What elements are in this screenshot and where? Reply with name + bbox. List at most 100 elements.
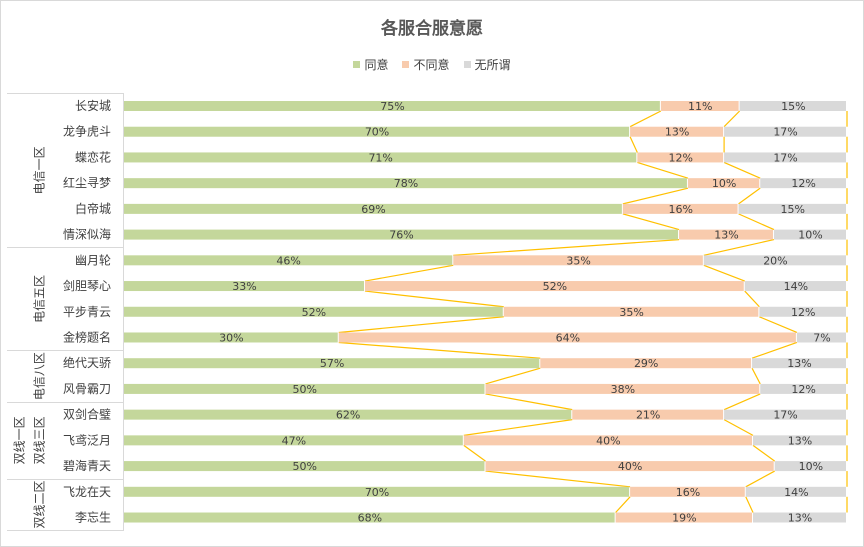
data-label: 69% <box>361 203 385 216</box>
data-label: 17% <box>773 126 797 139</box>
series-line <box>745 496 754 513</box>
bar-segment[interactable] <box>687 178 760 189</box>
bar-segment[interactable] <box>724 126 846 137</box>
bar-segment[interactable] <box>759 306 846 317</box>
bar-segment[interactable] <box>365 281 744 292</box>
bar-segment[interactable] <box>124 306 503 317</box>
bar-segment[interactable] <box>753 435 846 446</box>
bar-segment[interactable] <box>630 126 724 137</box>
bar-segment[interactable] <box>637 152 724 163</box>
bar-segment[interactable] <box>679 229 773 240</box>
series-line <box>723 161 761 179</box>
bar-segment[interactable] <box>724 409 846 420</box>
bar-segment[interactable] <box>124 178 687 189</box>
bar-segment[interactable] <box>796 332 846 343</box>
data-label: 47% <box>282 434 306 447</box>
bar-segment[interactable] <box>760 178 846 189</box>
bar-segment[interactable] <box>124 409 572 420</box>
legend: 同意 不同意 无所谓 <box>0 56 864 73</box>
legend-label-agree: 同意 <box>364 58 389 72</box>
category-label: 绝代天骄 <box>63 355 111 370</box>
bar-segment[interactable] <box>124 281 364 292</box>
data-label: 40% <box>618 460 642 473</box>
bar-segment[interactable] <box>540 358 752 369</box>
group-label: 电信五区 <box>33 275 47 323</box>
series-line <box>703 239 775 256</box>
bar-segment[interactable] <box>703 255 846 266</box>
bar-segment[interactable] <box>503 306 759 317</box>
category-label: 飞龙在天 <box>63 485 111 499</box>
bar-segment[interactable] <box>773 229 846 240</box>
data-label: 10% <box>799 460 823 473</box>
bar-segment[interactable] <box>630 486 745 497</box>
bar-segment[interactable] <box>724 152 846 163</box>
group-label: 双线一区 <box>13 416 27 464</box>
category-label: 蝶恋花 <box>75 149 111 164</box>
category-label: 龙争虎斗 <box>63 125 111 139</box>
legend-item-indifferent[interactable]: 无所谓 <box>463 56 511 73</box>
category-label: 平步青云 <box>63 305 111 319</box>
data-label: 10% <box>798 229 822 242</box>
series-line <box>744 290 760 308</box>
data-label: 16% <box>668 203 692 216</box>
bar-segment[interactable] <box>485 383 760 394</box>
bar-segment[interactable] <box>485 461 774 472</box>
data-label: 7% <box>813 331 830 344</box>
data-label: 14% <box>784 486 808 499</box>
bar-segment[interactable] <box>338 332 796 343</box>
category-label: 碧海青天 <box>63 458 111 473</box>
bar-segment[interactable] <box>463 435 753 446</box>
bar-segment[interactable] <box>615 512 753 523</box>
data-label: 19% <box>672 512 696 525</box>
bar-segment[interactable] <box>124 486 630 497</box>
bar-segment[interactable] <box>744 281 846 292</box>
data-label: 20% <box>763 254 787 267</box>
bar-segment[interactable] <box>753 512 846 523</box>
group-label: 电信八区 <box>33 352 47 400</box>
data-label: 46% <box>276 254 300 267</box>
bar-segment[interactable] <box>774 461 846 472</box>
bar-segment[interactable] <box>124 358 540 369</box>
data-label: 14% <box>784 280 808 293</box>
category-label: 风骨霸刀 <box>63 382 111 396</box>
bar-segment[interactable] <box>124 229 679 240</box>
data-label: 35% <box>566 254 590 267</box>
bar-segment[interactable] <box>453 255 703 266</box>
bar-segment[interactable] <box>124 461 485 472</box>
legend-item-disagree[interactable]: 不同意 <box>402 56 450 73</box>
bar-segment[interactable] <box>752 358 846 369</box>
bar-segment[interactable] <box>745 486 846 497</box>
bar-segment[interactable] <box>124 383 485 394</box>
bar-segment[interactable] <box>622 203 738 214</box>
data-label: 57% <box>320 357 344 370</box>
data-label: 29% <box>634 357 658 370</box>
data-label: 33% <box>232 280 256 293</box>
series-line <box>745 470 775 488</box>
bar-segment[interactable] <box>660 101 739 111</box>
bar-segment[interactable] <box>124 255 453 266</box>
category-label: 飞鸢泛月 <box>63 433 111 447</box>
legend-item-agree[interactable]: 同意 <box>353 56 388 73</box>
category-label: 白帝城 <box>75 201 111 216</box>
bar-segment[interactable] <box>572 409 724 420</box>
bar-segment[interactable] <box>124 101 660 111</box>
bar-segment[interactable] <box>124 152 637 163</box>
data-label: 15% <box>781 100 805 113</box>
bar-segment[interactable] <box>739 101 846 111</box>
data-label: 40% <box>596 434 620 447</box>
bar-segment[interactable] <box>124 332 338 343</box>
bar-segment[interactable] <box>124 435 463 446</box>
legend-swatch-agree <box>353 61 361 68</box>
bar-segment[interactable] <box>760 383 846 394</box>
series-line <box>759 316 798 334</box>
series-line <box>629 136 638 153</box>
series-line <box>622 187 689 205</box>
bar-segment[interactable] <box>124 512 615 523</box>
data-label: 52% <box>302 306 326 319</box>
category-label: 长安城 <box>75 98 111 113</box>
bar-segment[interactable] <box>738 203 846 214</box>
bar-segment[interactable] <box>124 203 622 214</box>
bar-segment[interactable] <box>124 126 630 137</box>
data-label: 13% <box>788 512 812 525</box>
